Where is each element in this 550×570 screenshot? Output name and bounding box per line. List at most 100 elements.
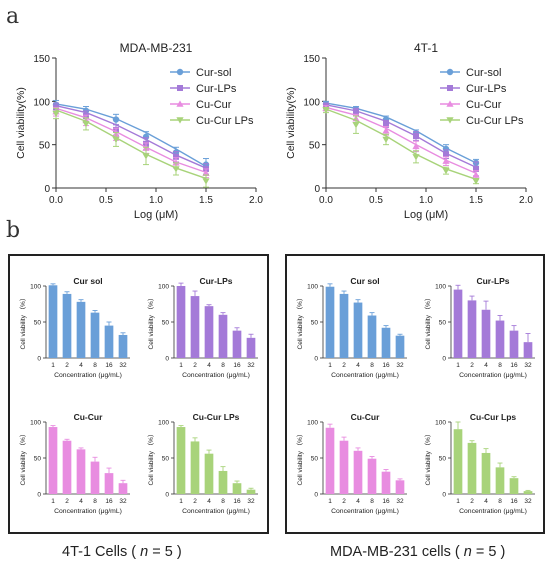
x-tick-label: 0.5: [369, 195, 383, 206]
y-tick-label: 50: [311, 320, 319, 327]
data-point-cu-cur: [472, 171, 480, 178]
x-tick-label: 2: [342, 362, 346, 369]
y-axis-label: Cell viability （%）: [147, 295, 155, 350]
chart-title: Cu-Cur Lps: [470, 412, 517, 422]
data-point-cur-sol: [112, 116, 120, 123]
bar-2: [467, 442, 477, 494]
y-axis-label: Cell viability （%）: [19, 295, 27, 350]
x-tick-label: 32: [119, 498, 127, 505]
y-tick-label: 0: [44, 184, 50, 195]
x-tick-label: 1.0: [419, 195, 433, 206]
bar-16: [232, 330, 242, 358]
data-point-cu-cur-lps: [412, 154, 420, 161]
x-tick-label: 8: [93, 362, 97, 369]
x-tick-label: 0.0: [49, 195, 63, 206]
legend-marker-cur-sol: [176, 68, 184, 76]
bar-1: [325, 427, 335, 494]
x-tick-label: 1: [328, 498, 332, 505]
y-axis-label: Cell viability （%）: [296, 431, 304, 486]
chart-title: Cur-LPs: [199, 276, 232, 286]
x-tick-label: 8: [370, 498, 374, 505]
y-tick-label: 0: [37, 492, 41, 499]
x-tick-label: 8: [221, 362, 225, 369]
legend-label-cur-sol: Cur-sol: [466, 67, 501, 79]
bar-32: [246, 489, 256, 494]
y-tick-label: 50: [439, 456, 447, 463]
legend-marker-cu-cur: [446, 100, 454, 107]
x-tick-label: 8: [370, 362, 374, 369]
bar-chart-mda-cu-cur: Cu-Cur 0 50 100 1 2 4 8 16 32 Concentration (μg/mL…: [296, 412, 407, 515]
bar-1: [176, 286, 186, 358]
y-tick-label: 50: [309, 141, 321, 152]
y-axis-label: Cell viability(%): [285, 87, 297, 159]
x-tick-label: 32: [524, 498, 532, 505]
chart-title: Cu-Cur LPs: [193, 412, 240, 422]
x-axis-label: Concentration (μg/mL): [331, 508, 399, 515]
y-tick-label: 0: [314, 492, 318, 499]
y-tick-label: 50: [162, 320, 170, 327]
bar-32: [246, 337, 256, 358]
y-tick-label: 50: [162, 456, 170, 463]
x-tick-label: 4: [484, 498, 488, 505]
bar-8: [367, 458, 377, 494]
x-tick-label: 8: [498, 498, 502, 505]
y-tick-label: 100: [30, 284, 41, 291]
chart-title: Cu-Cur: [74, 412, 103, 422]
bar-8: [367, 315, 377, 358]
group-box-4t1: Cur sol 0 50 100 1 2 4 8 16 32 Concentration (μg/m…: [8, 254, 269, 534]
bar-4: [481, 452, 491, 494]
data-point-cur-lps: [173, 153, 179, 160]
line-chart-mda-mb-231: MDA-MB-231 0 50 100 150 0.0 0.5 1.0 1.5 2.0 Log (μ…: [15, 41, 263, 221]
y-tick-label: 0: [165, 492, 169, 499]
bar-16: [509, 478, 519, 494]
bar-32: [523, 491, 533, 494]
bar-chart-4t1-cur-sol: Cur sol 0 50 100 1 2 4 8 16 32 Concentration (μg/m…: [19, 276, 130, 379]
y-tick-label: 0: [442, 356, 446, 363]
data-point-cur-lps: [413, 133, 419, 139]
y-axis-label: Cell viability （%）: [296, 295, 304, 350]
x-tick-label: 16: [233, 498, 241, 505]
x-tick-label: 4: [207, 498, 211, 505]
x-axis-label: Log (μM): [404, 209, 448, 221]
data-point-cu-cur: [382, 127, 390, 134]
bar-chart-mda-cu-cur-lps: Cu-Cur Lps 0 50 100 1 2 4 8 16 32 Concentration (μ…: [424, 412, 535, 515]
chart-title: Cur-LPs: [476, 276, 509, 286]
data-point-cu-cur: [442, 157, 450, 164]
x-tick-label: 2.0: [519, 195, 533, 206]
x-tick-label: 1: [456, 498, 460, 505]
bar-chart-mda-cur-sol: Cur sol 0 50 100 1 2 4 8 16 32 Concentration (μg/m…: [296, 276, 407, 379]
y-axis-label: Cell viability （%）: [424, 295, 432, 350]
y-tick-label: 50: [34, 456, 42, 463]
x-tick-label: 32: [247, 362, 255, 369]
legend-marker-cu-cur: [176, 100, 184, 107]
data-point-cu-cur-lps: [202, 178, 210, 185]
data-point-cu-cur-lps: [442, 167, 450, 175]
x-tick-label: 1: [179, 362, 183, 369]
bar-32: [523, 342, 533, 358]
y-tick-label: 100: [307, 420, 318, 427]
data-point-cu-cur-lps: [82, 121, 90, 128]
fit-curve-cu-cur-lps: [325, 108, 477, 180]
bar-16: [104, 325, 114, 358]
x-axis-label: Concentration (μg/mL): [182, 372, 250, 379]
data-point-cu-cur: [202, 169, 210, 176]
bar-chart-mda-cur-lps: Cur-LPs 0 50 100 1 2 4 8 16 32 Concentration (μg/m…: [424, 276, 535, 379]
x-tick-label: 2: [342, 498, 346, 505]
panel-label-b: b: [6, 218, 21, 243]
x-tick-label: 1: [456, 362, 460, 369]
legend-label-cur-sol: Cur-sol: [196, 67, 231, 79]
x-tick-label: 2: [470, 498, 474, 505]
y-tick-label: 100: [158, 420, 169, 427]
x-axis-label: Concentration (μg/mL): [54, 508, 122, 515]
data-point-cu-cur-lps: [322, 107, 330, 114]
bar-8: [90, 312, 100, 358]
x-tick-label: 16: [510, 362, 518, 369]
x-tick-label: 2: [470, 362, 474, 369]
data-point-cu-cur-lps: [472, 178, 480, 185]
data-point-cur-sol: [442, 145, 450, 153]
bar-4: [481, 309, 491, 358]
fit-curve-cur-sol: [55, 103, 207, 167]
fit-curve-cu-cur-lps: [55, 109, 207, 180]
bar-32: [118, 483, 128, 494]
y-axis-label: Cell viability （%）: [147, 431, 155, 486]
